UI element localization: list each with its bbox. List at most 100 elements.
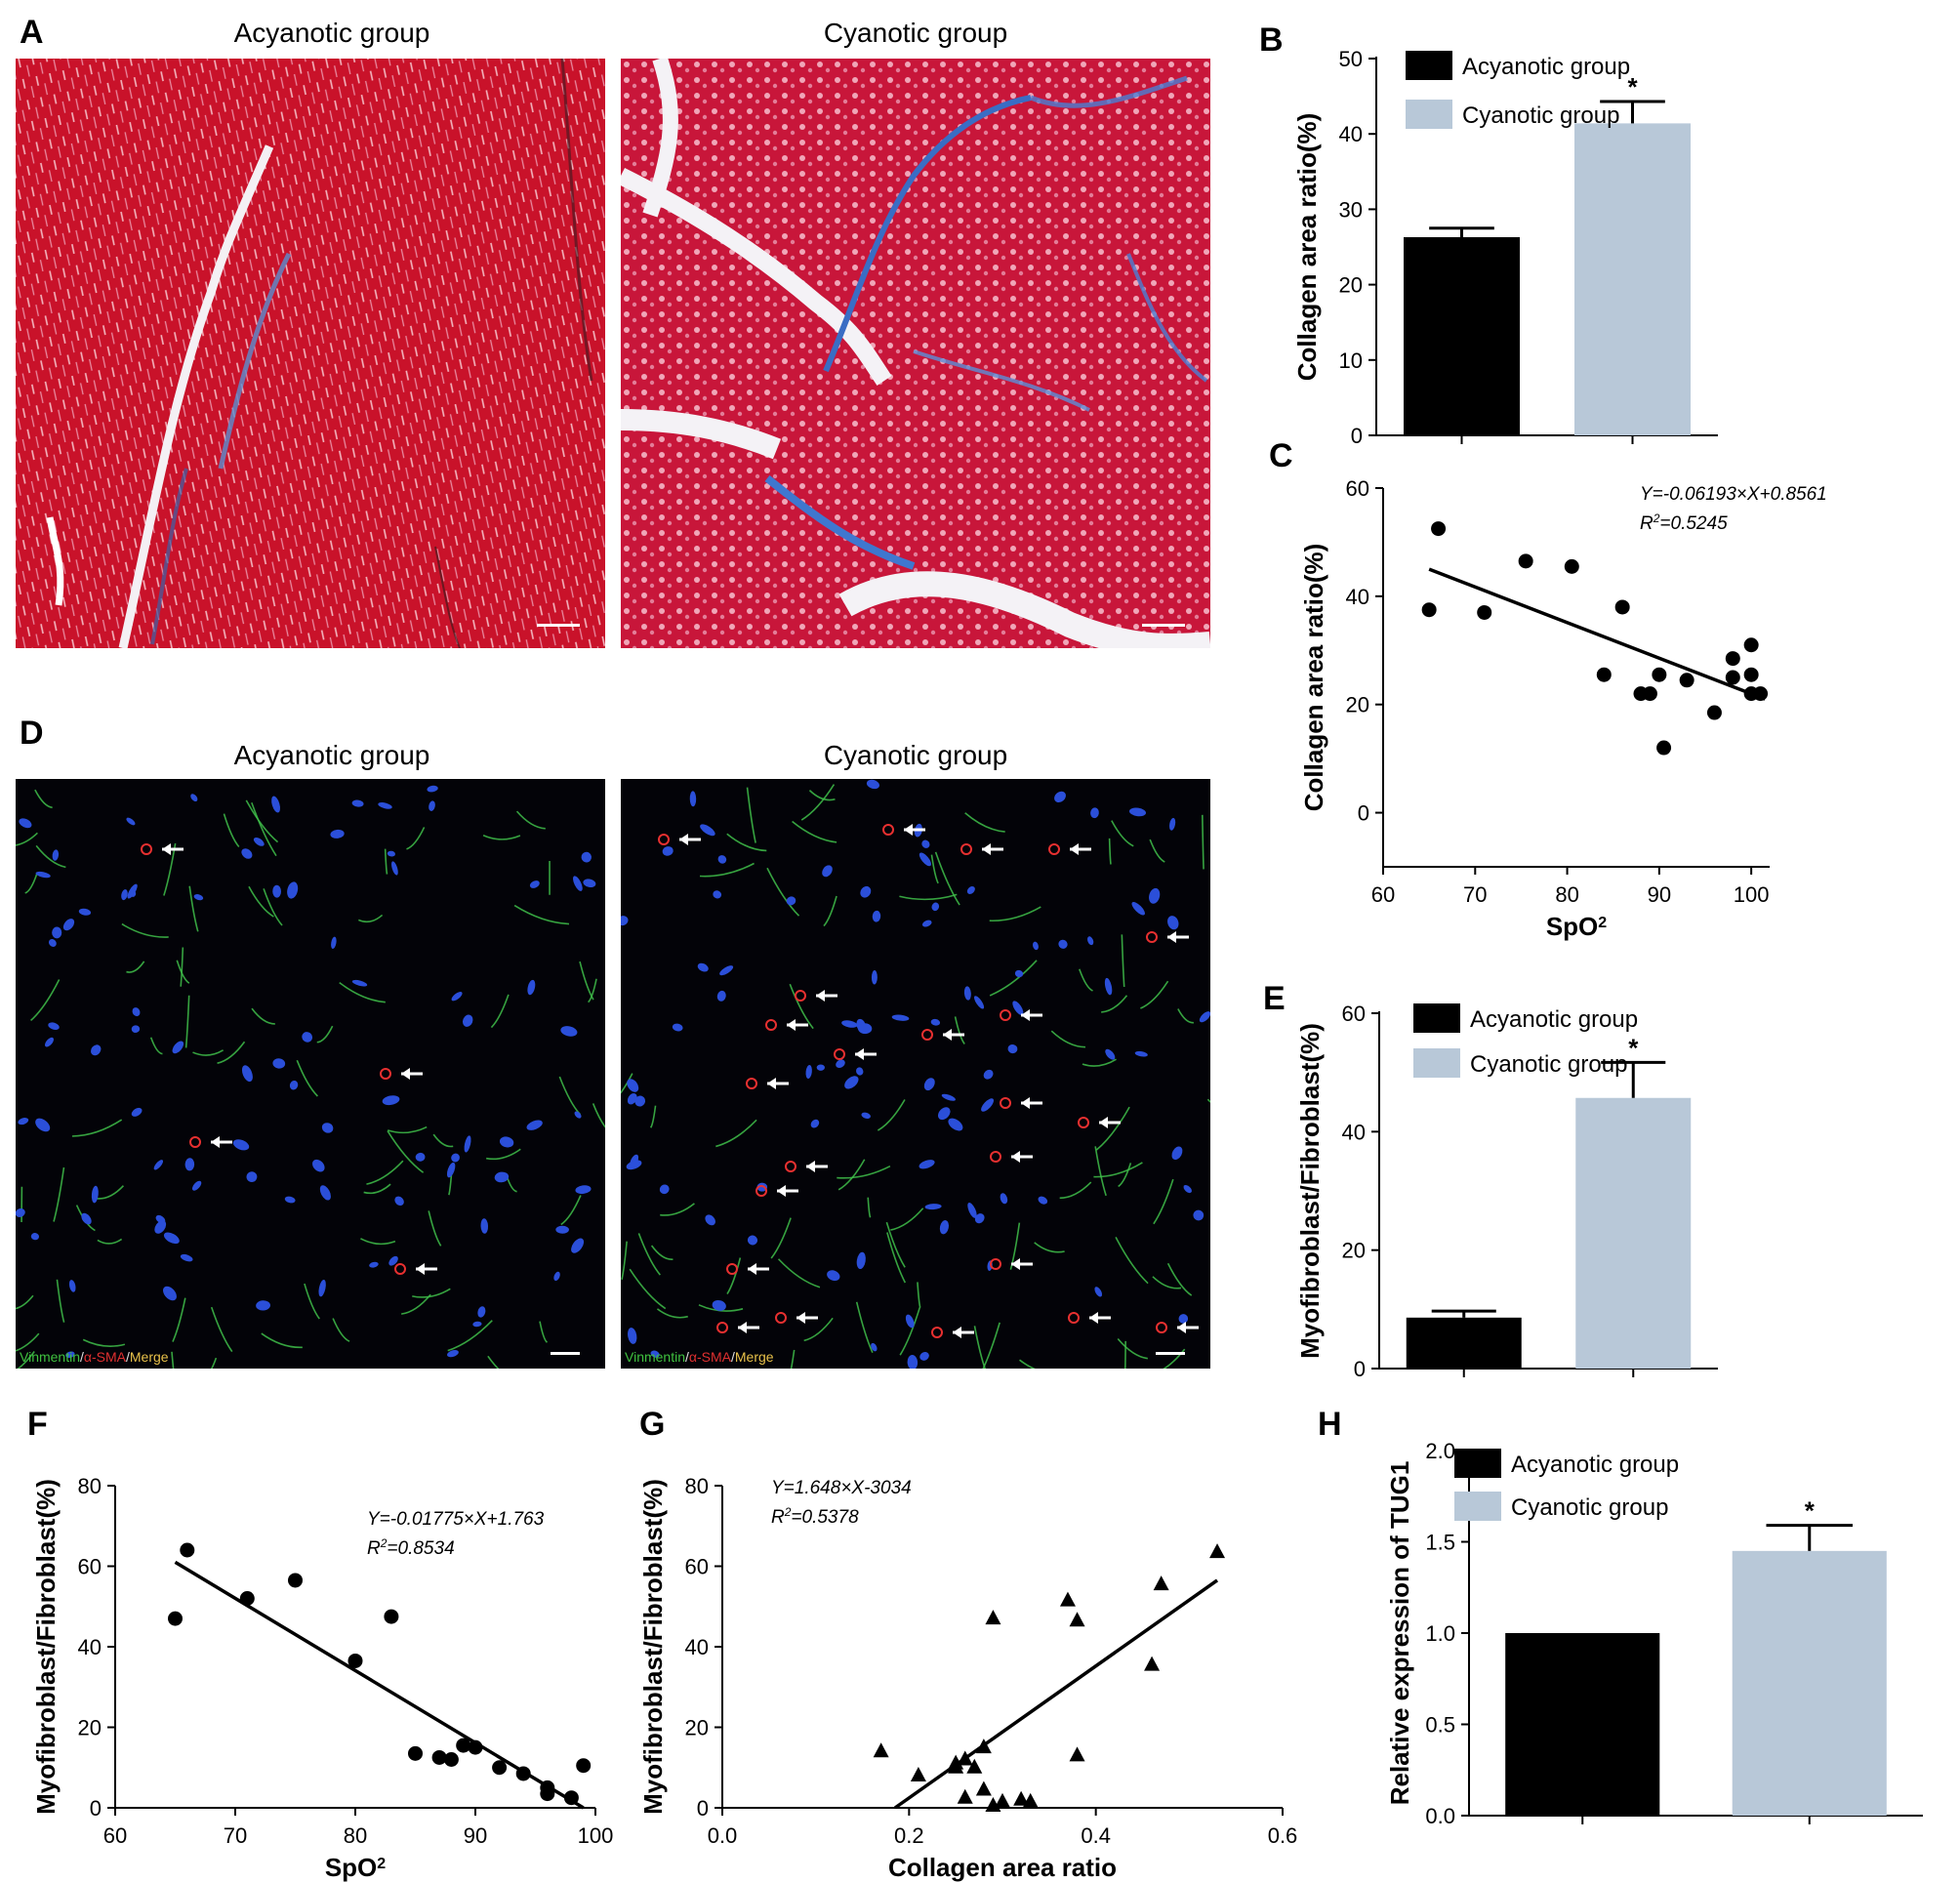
- nucleus: [1054, 791, 1066, 803]
- vimentin-fiber: [973, 1326, 986, 1369]
- vimentin-fiber: [384, 848, 388, 875]
- nucleus: [91, 1044, 102, 1056]
- nucleus: [923, 1078, 935, 1091]
- alpha-sma-signal: [755, 1185, 767, 1197]
- nucleus: [191, 1180, 202, 1191]
- nucleus: [163, 1232, 180, 1245]
- nucleus: [19, 818, 32, 829]
- nucleus: [574, 1111, 582, 1119]
- alpha-sma-signal: [931, 1327, 943, 1338]
- nucleus: [1014, 969, 1024, 978]
- r-squared-superscript: 2: [784, 1505, 792, 1519]
- nucleus: [672, 1023, 683, 1032]
- vimentin-fiber: [790, 1349, 796, 1369]
- alpha-sma-signal: [394, 1263, 406, 1275]
- nucleus: [871, 970, 878, 985]
- data-point: [957, 1788, 973, 1804]
- nucleus: [931, 902, 940, 912]
- nucleus: [983, 1069, 994, 1080]
- data-point: [1642, 686, 1657, 702]
- nucleus: [369, 1261, 379, 1268]
- alpha-sma-signal: [765, 1019, 777, 1031]
- nucleus: [1183, 1184, 1192, 1194]
- vimentin-fiber: [1117, 1337, 1148, 1360]
- nucleus: [919, 852, 931, 867]
- nucleus: [939, 1220, 950, 1235]
- nucleus: [924, 1204, 942, 1210]
- nucleus: [872, 910, 881, 922]
- data-point: [1421, 602, 1437, 618]
- arrowhead-icon: [855, 1048, 864, 1060]
- x-tick-label: 100: [578, 1823, 614, 1848]
- y-tick-label: 80: [78, 1474, 102, 1498]
- nucleus: [1128, 807, 1147, 817]
- bar: [1404, 236, 1520, 435]
- nucleus: [555, 1225, 569, 1234]
- vimentin-fiber: [16, 832, 38, 846]
- nucleus: [891, 1014, 910, 1021]
- arrowhead-icon: [943, 1029, 952, 1041]
- vimentin-fiber: [126, 961, 145, 973]
- alpha-sma-signal: [921, 1029, 933, 1041]
- vimentin-fiber: [867, 1197, 872, 1218]
- chart-myofibroblast-vs-collagen-scatter: G 0 20 40 60 80 0.0 0.2 0.4 0.6 Collagen area rati…: [638, 1406, 1297, 1882]
- nucleus: [1007, 1043, 1018, 1054]
- nucleus: [78, 908, 92, 916]
- arrowhead-icon: [1089, 1312, 1098, 1324]
- vimentin-fiber: [746, 787, 756, 843]
- nucleus: [571, 1238, 585, 1253]
- nucleus: [1149, 887, 1161, 904]
- y-axis-label: Collagen area ratio(%): [1292, 113, 1322, 382]
- data-point: [1596, 667, 1612, 682]
- x-axis-label-superscript: 2: [1598, 915, 1607, 931]
- vimentin-fiber: [837, 1159, 866, 1191]
- nucleus: [121, 889, 128, 901]
- nucleus: [974, 1213, 985, 1224]
- regression-equation: Y=1.648×X-3034: [771, 1478, 912, 1498]
- nucleus: [429, 800, 435, 811]
- vimentin-fiber: [447, 1320, 493, 1352]
- nucleus: [907, 1355, 919, 1369]
- nucleus: [1012, 1001, 1024, 1015]
- nucleus: [153, 1160, 164, 1170]
- regression-line: [1428, 567, 1766, 701]
- nucleus: [919, 1351, 929, 1361]
- y-tick-label: 80: [685, 1474, 709, 1498]
- vimentin-fiber: [172, 1297, 186, 1342]
- vimentin-fiber: [487, 1355, 500, 1369]
- arrowhead-icon: [1011, 1151, 1020, 1163]
- vimentin-fiber: [1050, 1030, 1085, 1048]
- alpha-sma-signal: [834, 1048, 845, 1060]
- vimentin-fiber: [35, 844, 66, 869]
- data-point: [1679, 673, 1695, 688]
- y-tick-label: 20: [1339, 273, 1363, 298]
- vimentin-fiber: [930, 854, 939, 884]
- chart-tug1-expression-bar: H 0.0 0.5 1.0 1.5 2.0 Relative expression of T…: [1318, 1406, 1923, 1828]
- nucleus: [180, 1253, 193, 1262]
- vimentin-fiber: [621, 1073, 633, 1094]
- vimentin-fiber: [486, 1148, 521, 1161]
- data-point: [288, 1573, 303, 1588]
- nucleus: [1167, 916, 1179, 930]
- data-point: [1652, 667, 1667, 682]
- vimentin-fiber: [304, 1283, 320, 1320]
- nucleus: [573, 876, 583, 891]
- alpha-sma-signal: [990, 1151, 1001, 1163]
- regression-equation: Y=-0.06193×X+0.8561: [1640, 484, 1827, 505]
- arrowhead-icon: [738, 1322, 747, 1333]
- scale-bar: [537, 624, 580, 627]
- nucleus: [1104, 977, 1113, 996]
- data-point: [985, 1796, 1001, 1812]
- nucleus: [351, 979, 368, 987]
- vimentin-fiber: [16, 1294, 34, 1310]
- y-tick-label: 1.5: [1425, 1531, 1455, 1555]
- vimentin-fiber: [56, 1279, 65, 1323]
- data-point: [1022, 1792, 1039, 1808]
- vimentin-fiber: [1111, 820, 1134, 847]
- nucleus: [786, 896, 796, 906]
- data-point: [1153, 1575, 1169, 1591]
- alpha-sma-signal: [726, 1263, 738, 1275]
- nucleus: [626, 1160, 642, 1170]
- data-point: [1706, 705, 1722, 720]
- y-tick-label: 40: [1339, 122, 1363, 146]
